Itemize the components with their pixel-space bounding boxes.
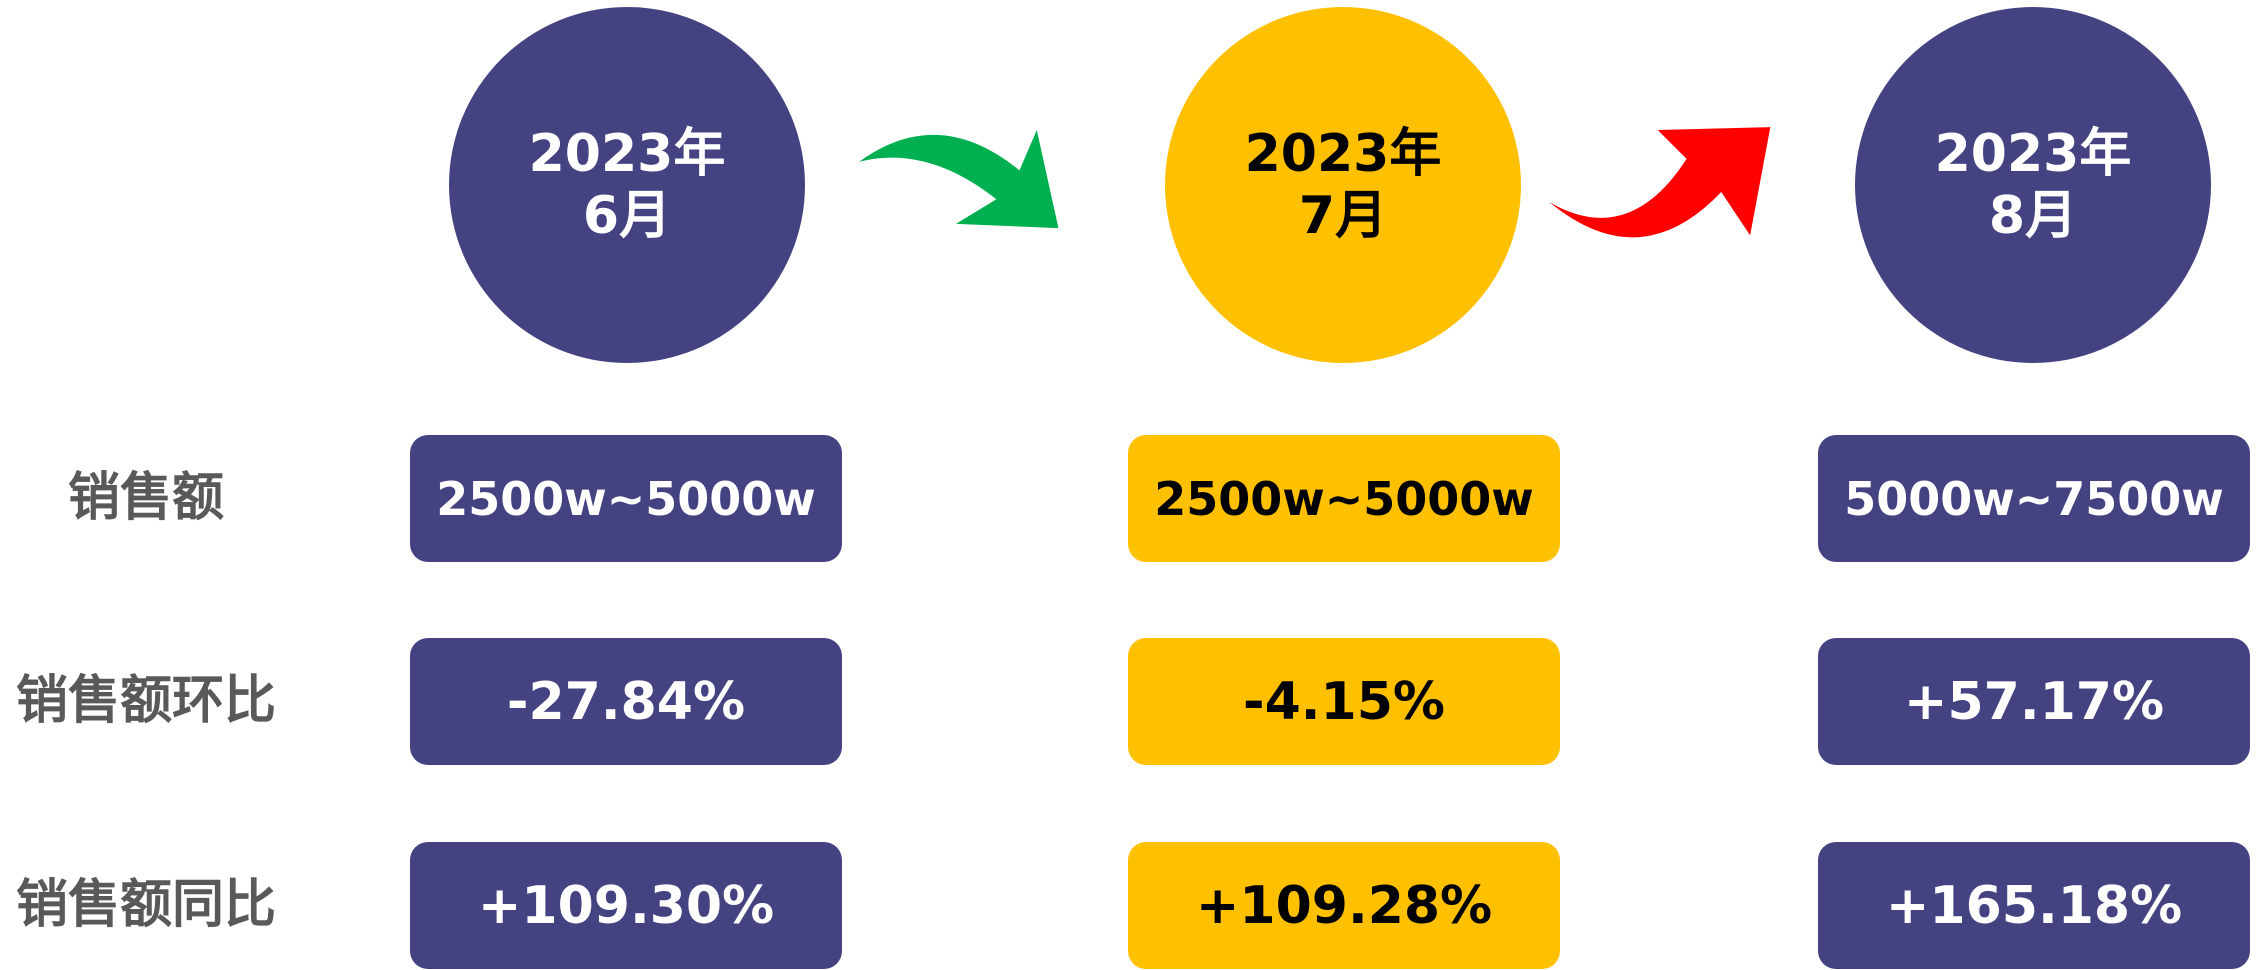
value-box: +109.28% xyxy=(1128,842,1560,969)
value-box: +109.30% xyxy=(410,842,842,969)
row-label: 销售额环比 xyxy=(15,671,276,731)
month-title: 2023年 xyxy=(1244,124,1442,184)
month-title: 2023年 xyxy=(528,124,726,184)
value-box: -4.15% xyxy=(1128,638,1560,765)
row-label: 销售额 xyxy=(67,468,224,528)
red-arrow xyxy=(1549,127,1771,238)
value-box: 5000w~7500w xyxy=(1818,435,2250,562)
value-box: 2500w~5000w xyxy=(410,435,842,562)
month-circle: 2023年 8月 xyxy=(1855,7,2211,363)
value-box: +57.17% xyxy=(1818,638,2250,765)
green-arrow xyxy=(859,129,1059,229)
month-title: 6月 xyxy=(582,186,672,246)
row-label: 销售额同比 xyxy=(15,875,276,935)
month-circle: 2023年 7月 xyxy=(1165,7,1521,363)
month-title: 7月 xyxy=(1298,186,1388,246)
value-box: +165.18% xyxy=(1818,842,2250,969)
value-box: 2500w~5000w xyxy=(1128,435,1560,562)
month-title: 2023年 xyxy=(1934,124,2132,184)
month-title: 8月 xyxy=(1988,186,2078,246)
value-box: -27.84% xyxy=(410,638,842,765)
month-circle: 2023年 6月 xyxy=(449,7,805,363)
